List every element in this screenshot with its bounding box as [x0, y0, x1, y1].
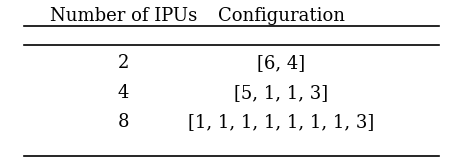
- Text: Number of IPUs: Number of IPUs: [49, 7, 197, 25]
- Text: 8: 8: [118, 113, 129, 131]
- Text: 2: 2: [118, 54, 129, 72]
- Text: Configuration: Configuration: [217, 7, 345, 25]
- Text: [5, 1, 1, 3]: [5, 1, 1, 3]: [234, 84, 328, 102]
- Text: [1, 1, 1, 1, 1, 1, 1, 3]: [1, 1, 1, 1, 1, 1, 1, 3]: [188, 113, 374, 131]
- Text: [6, 4]: [6, 4]: [257, 54, 305, 72]
- Text: 4: 4: [118, 84, 129, 102]
